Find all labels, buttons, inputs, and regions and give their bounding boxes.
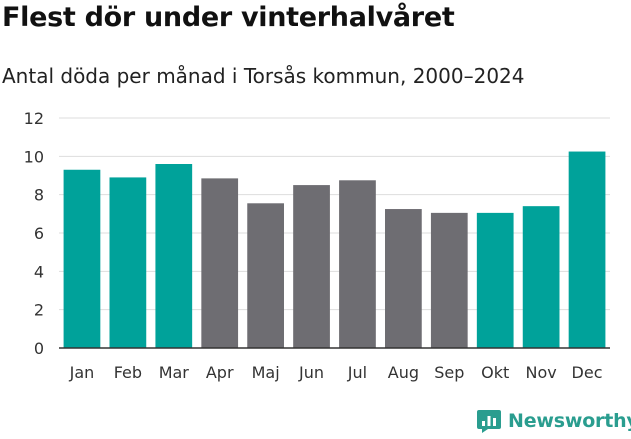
bar-jan	[63, 169, 101, 348]
bar-jul	[339, 180, 376, 348]
bar-chart: 0 2 4 6 8 10 12 Jan Feb Mar Apr Maj Jun Jul Aug Sep Okt N…	[24, 109, 610, 382]
bar-maj	[247, 203, 284, 348]
bar-mar	[155, 164, 193, 348]
x-tick-label: Jul	[347, 363, 367, 382]
bar-feb	[109, 177, 147, 348]
y-tick-label: 0	[34, 339, 44, 358]
newsworthy-logo-icon	[477, 410, 501, 433]
y-tick-label: 10	[24, 147, 44, 166]
axes: 0 2 4 6 8 10 12 Jan Feb Mar Apr Maj Jun Jul Aug Sep Okt N…	[24, 109, 610, 382]
y-tick-label: 8	[34, 186, 44, 205]
bar-nov	[522, 206, 560, 348]
bar-okt	[476, 212, 514, 348]
y-tick-label: 6	[34, 224, 44, 243]
x-tick-label: Feb	[114, 363, 142, 382]
x-tick-label: Maj	[252, 363, 280, 382]
x-tick-label: Jun	[298, 363, 324, 382]
bar-aug	[385, 209, 422, 348]
y-tick-label: 4	[34, 262, 44, 281]
x-tick-label: Dec	[572, 363, 603, 382]
x-tick-label: Okt	[481, 363, 509, 382]
chart-title: Flest dör under vinterhalvåret	[2, 2, 455, 33]
grid-lines	[59, 117, 610, 311]
y-tick-label: 2	[34, 301, 44, 320]
brand-logo: Newsworthy	[476, 408, 631, 434]
x-tick-label: Mar	[159, 363, 190, 382]
x-tick-label: Sep	[434, 363, 464, 382]
x-tick-label: Nov	[526, 363, 557, 382]
brand-name: Newsworthy	[508, 410, 631, 432]
bar-sep	[430, 212, 468, 348]
bar-dec	[568, 151, 606, 348]
chart-subtitle: Antal döda per månad i Torsås kommun, 20…	[2, 64, 525, 88]
bar-jun	[293, 185, 330, 348]
bar-apr	[201, 178, 239, 348]
x-tick-label: Jan	[69, 363, 95, 382]
x-tick-label: Aug	[388, 363, 419, 382]
x-tick-label: Apr	[206, 363, 234, 382]
y-tick-label: 12	[24, 109, 44, 128]
bars	[63, 151, 606, 348]
